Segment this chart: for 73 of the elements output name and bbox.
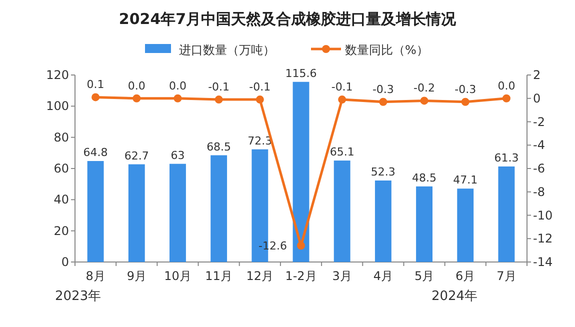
point xyxy=(256,96,264,104)
x-tick-label: 3月 xyxy=(332,269,352,283)
bar xyxy=(87,161,104,262)
point xyxy=(379,98,388,106)
x-tick-label: 8月 xyxy=(86,269,106,283)
x-tick-label: 11月 xyxy=(205,269,232,283)
legend-label: 数量同比（%） xyxy=(345,43,428,57)
point xyxy=(132,94,141,102)
data-label: 0.0 xyxy=(498,79,516,92)
y2-tick-label: -4 xyxy=(533,138,545,152)
x-tick-label: 12月 xyxy=(246,269,274,283)
x-tick-label: 5月 xyxy=(414,269,434,283)
x-tick-label: 6月 xyxy=(456,269,476,283)
data-label: 63 xyxy=(170,148,185,162)
data-label: -0.1 xyxy=(208,80,230,94)
data-label: -0.3 xyxy=(372,82,394,96)
point xyxy=(297,242,305,250)
point xyxy=(214,96,223,104)
data-label: 61.3 xyxy=(494,151,519,164)
bar xyxy=(170,164,186,262)
text: 2024年 xyxy=(431,289,478,304)
y-tick-label: 40 xyxy=(54,192,69,207)
bar xyxy=(292,82,310,262)
data-label: 0.0 xyxy=(168,79,186,92)
bar xyxy=(128,164,145,262)
data-label: 115.6 xyxy=(285,66,317,80)
x-tick-label: 10月 xyxy=(164,269,192,283)
bar xyxy=(457,188,474,262)
y-tick-label: 100 xyxy=(46,99,69,114)
y-tick-label: 120 xyxy=(46,68,69,82)
y2-tick-label: -12 xyxy=(533,232,553,246)
data-label: 68.5 xyxy=(206,140,232,154)
y2-tick-label: -8 xyxy=(533,184,545,199)
x-tick-label: 1-2月 xyxy=(285,269,317,283)
y2-tick-label: 2 xyxy=(533,68,541,82)
y-tick-label: 0 xyxy=(61,255,69,269)
data-label: 0.0 xyxy=(128,79,146,92)
point xyxy=(502,94,510,102)
data-label: -0.2 xyxy=(414,82,436,95)
bar xyxy=(210,155,228,262)
x-tick-label: 4月 xyxy=(373,269,393,283)
legend-label: 进口数量（万吨） xyxy=(179,43,275,57)
text: 2023年 xyxy=(55,289,102,304)
point xyxy=(338,96,346,104)
x-tick-label: 9月 xyxy=(126,269,146,283)
y-tick-label: 80 xyxy=(54,130,69,144)
y-tick-label: 60 xyxy=(54,162,69,176)
y2-tick-label: -6 xyxy=(533,162,545,176)
x-tick-label: 7月 xyxy=(496,269,516,283)
y-tick-label: 20 xyxy=(54,224,69,238)
data-label: 64.8 xyxy=(83,146,108,160)
data-label: -0.1 xyxy=(331,80,353,94)
y2-tick-label: 0 xyxy=(533,91,541,106)
data-label: 47.1 xyxy=(453,174,478,187)
data-label: 65.1 xyxy=(330,146,354,159)
data-label: 0.1 xyxy=(86,78,104,92)
bar xyxy=(416,186,432,262)
bar xyxy=(374,180,392,262)
data-label: -0.3 xyxy=(454,82,476,96)
y2-tick-label: -14 xyxy=(533,255,553,269)
bar xyxy=(498,166,515,262)
data-label: 62.7 xyxy=(124,149,149,162)
point xyxy=(92,93,100,102)
point xyxy=(461,98,470,106)
point xyxy=(420,96,428,105)
data-label: 48.5 xyxy=(412,171,437,184)
data-label: 52.3 xyxy=(370,166,396,178)
y2-tick-label: -2 xyxy=(533,114,545,129)
y2-tick-label: -10 xyxy=(533,208,553,222)
data-label: -0.1 xyxy=(249,80,271,94)
point xyxy=(174,94,182,102)
chart-title: 2024年7月中国天然及合成橡胶进口量及增长情况 xyxy=(118,10,458,28)
bar xyxy=(334,160,350,262)
